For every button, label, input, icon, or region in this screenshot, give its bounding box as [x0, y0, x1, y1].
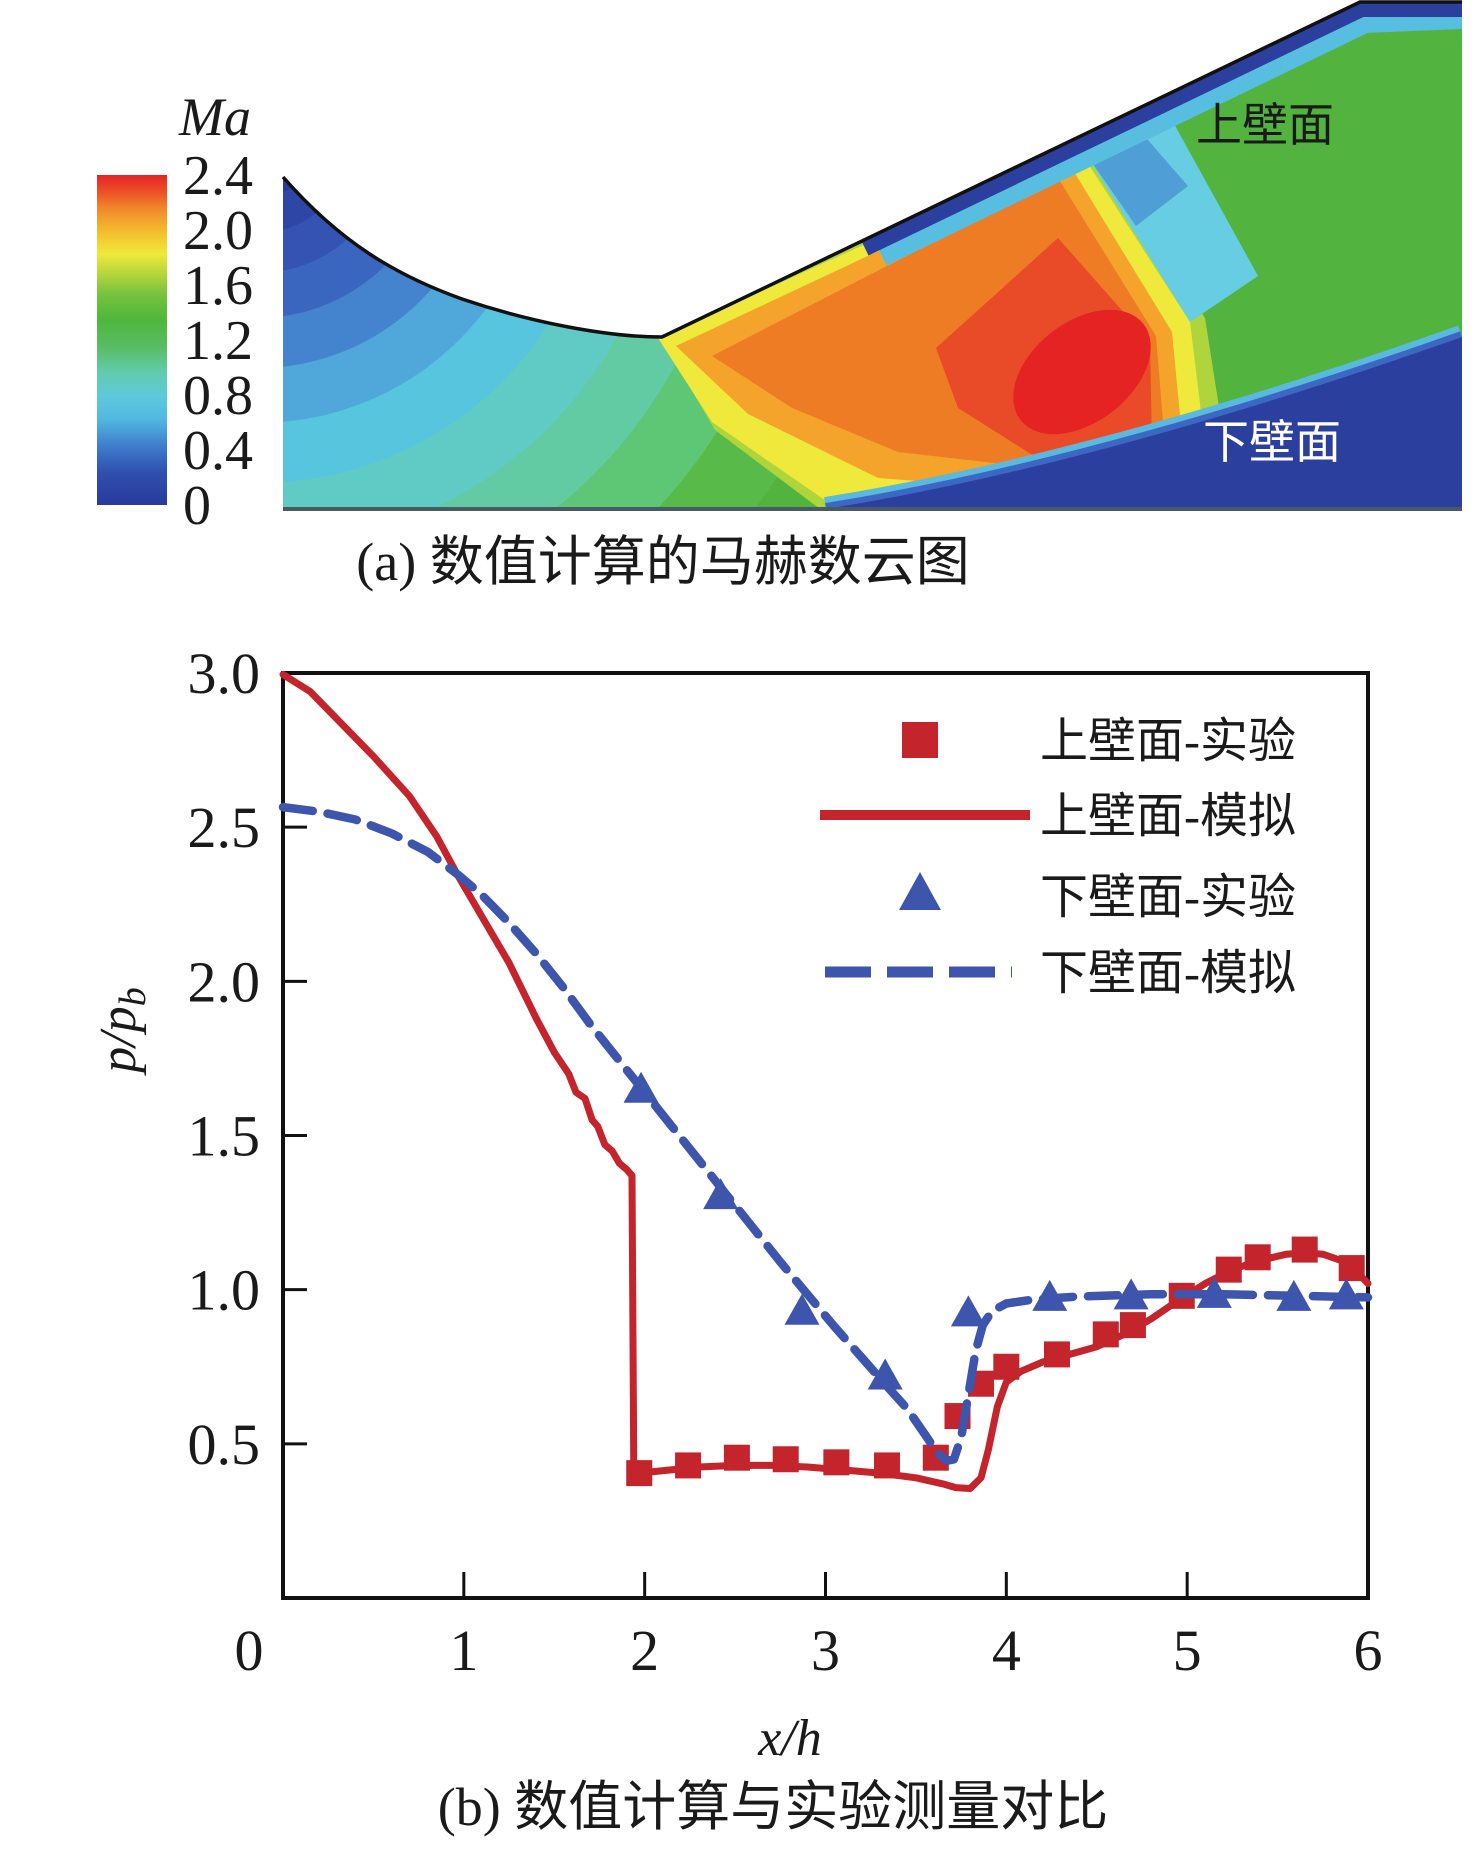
axis-ticks	[285, 671, 1189, 1596]
data-point-triangle	[950, 1295, 986, 1327]
y-axis-tick-label: 1.5	[188, 1104, 261, 1169]
x-axis-tick-label: 6	[1354, 1618, 1383, 1683]
nozzle-wall-outline	[281, 0, 1462, 339]
data-series	[278, 671, 1373, 1492]
panel-b-caption: (b) 数值计算与实验测量对比	[438, 1777, 1108, 1837]
y-axis-tick-label: 0.5	[188, 1412, 261, 1477]
y-axis-tick-label: 1.0	[188, 1258, 261, 1323]
series-lower-wall-sim-line	[278, 802, 1373, 1466]
legend-label: 上壁面-实验	[1040, 715, 1296, 768]
panel-a-caption: (a) 数值计算的马赫数云图	[356, 532, 969, 592]
lower-wall-separation-wedge	[826, 337, 1462, 509]
legend-item: 上壁面-模拟	[820, 790, 1296, 843]
colorbar-tick-label: 0.8	[183, 365, 253, 427]
x-axis-tick-label: 2	[630, 1618, 659, 1683]
legend-label: 下壁面-模拟	[1040, 947, 1296, 1000]
y-axis-tick-label: 2.5	[188, 795, 261, 860]
y-axis-title: p/pb	[90, 987, 154, 1076]
legend-label: 上壁面-模拟	[1040, 790, 1296, 843]
x-axis-tick-label: 1	[449, 1618, 478, 1683]
colorbar-tick-label: 2.0	[183, 200, 253, 262]
panel-b: 0 1 2 3 4 5 6 0.5 1.0 1.5 2.0 2.5 3.0 上壁面-实验上壁面-模拟下壁…	[90, 641, 1383, 1837]
x-axis-tick-label: 5	[1173, 1618, 1202, 1683]
data-point-triangle	[784, 1293, 820, 1325]
legend-item: 下壁面-模拟	[825, 947, 1296, 1000]
legend-label: 下壁面-实验	[1040, 871, 1296, 924]
x-axis-tick-label: 0	[235, 1618, 264, 1683]
data-point-triangle	[1196, 1276, 1232, 1308]
lower-wall-label: 下壁面	[1203, 417, 1341, 468]
colorbar-tick-label: 1.2	[183, 310, 253, 372]
contour-supersonic-pocket	[658, 130, 1235, 509]
legend-item: 上壁面-实验	[902, 715, 1296, 768]
upper-wall-label: 上壁面	[1196, 100, 1334, 151]
y-axis-tick-label: 2.0	[188, 949, 261, 1014]
colorbar-title: Ma	[178, 87, 251, 147]
x-axis-tick-label: 4	[992, 1618, 1021, 1683]
plot-border	[281, 671, 1370, 1600]
colorbar-tick-labels: 2.42.01.61.20.80.40	[183, 145, 253, 537]
x-axis-title: x/h	[757, 1710, 822, 1767]
legend-triangle-marker	[899, 872, 941, 910]
legend-item: 下壁面-实验	[899, 871, 1296, 924]
contour-red-core	[1013, 309, 1151, 435]
y-axis-tick-label: 3.0	[188, 641, 261, 706]
axis-tick-labels: 0 1 2 3 4 5 6 0.5 1.0 1.5 2.0 2.5 3.0	[188, 641, 1383, 1683]
panel-a: Ma 2.42.01.61.20.80.40	[97, 0, 1462, 592]
data-point-triangle	[867, 1358, 903, 1390]
data-point-triangle	[1328, 1278, 1364, 1310]
colorbar-tick-label: 2.4	[183, 145, 253, 207]
x-axis-tick-label: 3	[811, 1618, 840, 1683]
colorbar-tick-label: 0.4	[183, 420, 253, 482]
colorbar-tick-label: 1.6	[183, 255, 253, 317]
colorbar-tick-label: 0	[183, 475, 211, 537]
legend-square-marker	[902, 722, 938, 758]
colorbar	[97, 175, 167, 505]
